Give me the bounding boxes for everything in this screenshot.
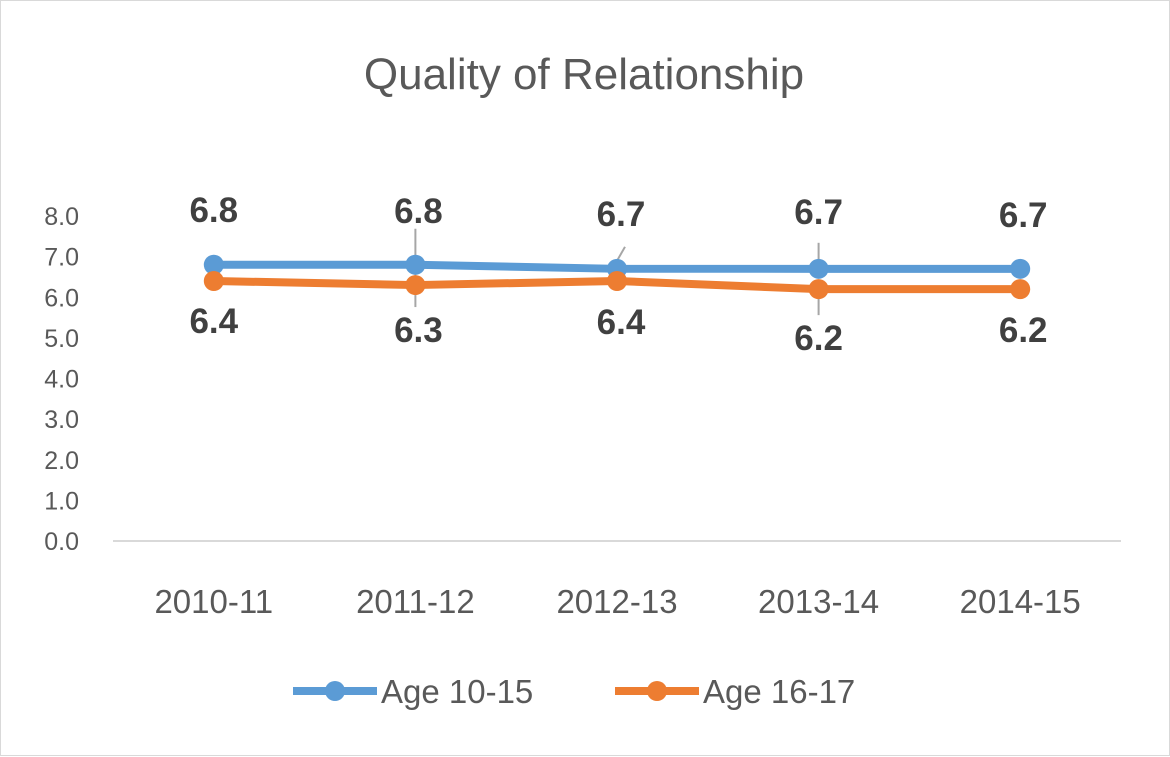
data-label: 6.8 (189, 191, 238, 230)
data-point (808, 279, 829, 300)
y-tick-label: 4.0 (44, 366, 79, 394)
x-axis: 2010-11 2011-12 2012-13 2013-14 2014-15 (154, 583, 1080, 620)
x-tick-label: 2013-14 (758, 583, 879, 620)
data-point (1010, 258, 1031, 279)
data-label: 6.2 (999, 311, 1048, 350)
y-tick-label: 8.0 (44, 203, 79, 231)
x-tick-label: 2014-15 (960, 583, 1081, 620)
y-tick-label: 3.0 (44, 406, 79, 434)
data-label: 6.3 (394, 311, 443, 350)
y-tick-label: 1.0 (44, 487, 79, 515)
data-label: 6.8 (394, 192, 443, 231)
data-point (203, 271, 224, 291)
data-label: 6.7 (999, 196, 1048, 235)
data-label: 6.4 (189, 302, 238, 341)
data-label: 6.7 (597, 195, 646, 234)
data-point (607, 271, 627, 291)
data-point (405, 254, 426, 275)
legend-marker (325, 681, 345, 701)
data-label: 6.7 (794, 193, 843, 232)
data-label: 6.2 (794, 319, 843, 358)
legend-label: Age 10-15 (381, 673, 533, 710)
x-tick-label: 2012-13 (556, 583, 677, 620)
legend-marker (647, 681, 667, 701)
y-tick-label: 2.0 (44, 447, 79, 475)
x-tick-label: 2010-11 (154, 583, 273, 620)
y-tick-label: 6.0 (44, 284, 79, 312)
x-tick-label: 2011-12 (356, 583, 475, 620)
data-point (1010, 279, 1031, 300)
legend-label: Age 16-17 (703, 673, 855, 710)
y-tick-label: 0.0 (44, 528, 79, 556)
data-label: 6.4 (597, 303, 646, 342)
leader-line (616, 246, 626, 262)
y-tick-label: 7.0 (44, 244, 79, 272)
y-tick-label: 5.0 (44, 325, 79, 353)
legend: Age 10-15 Age 16-17 (293, 673, 855, 710)
series (203, 254, 1031, 300)
data-point (203, 254, 224, 275)
data-labels: 6.8 6.8 6.7 6.7 6.7 6.4 6.3 6.4 6.2 6.2 (189, 191, 1047, 358)
data-point (808, 258, 829, 279)
data-point (405, 275, 426, 296)
chart-title: Quality of Relationship (364, 50, 804, 99)
y-axis: 0.0 1.0 2.0 3.0 4.0 5.0 6.0 7.0 8.0 (44, 203, 79, 556)
